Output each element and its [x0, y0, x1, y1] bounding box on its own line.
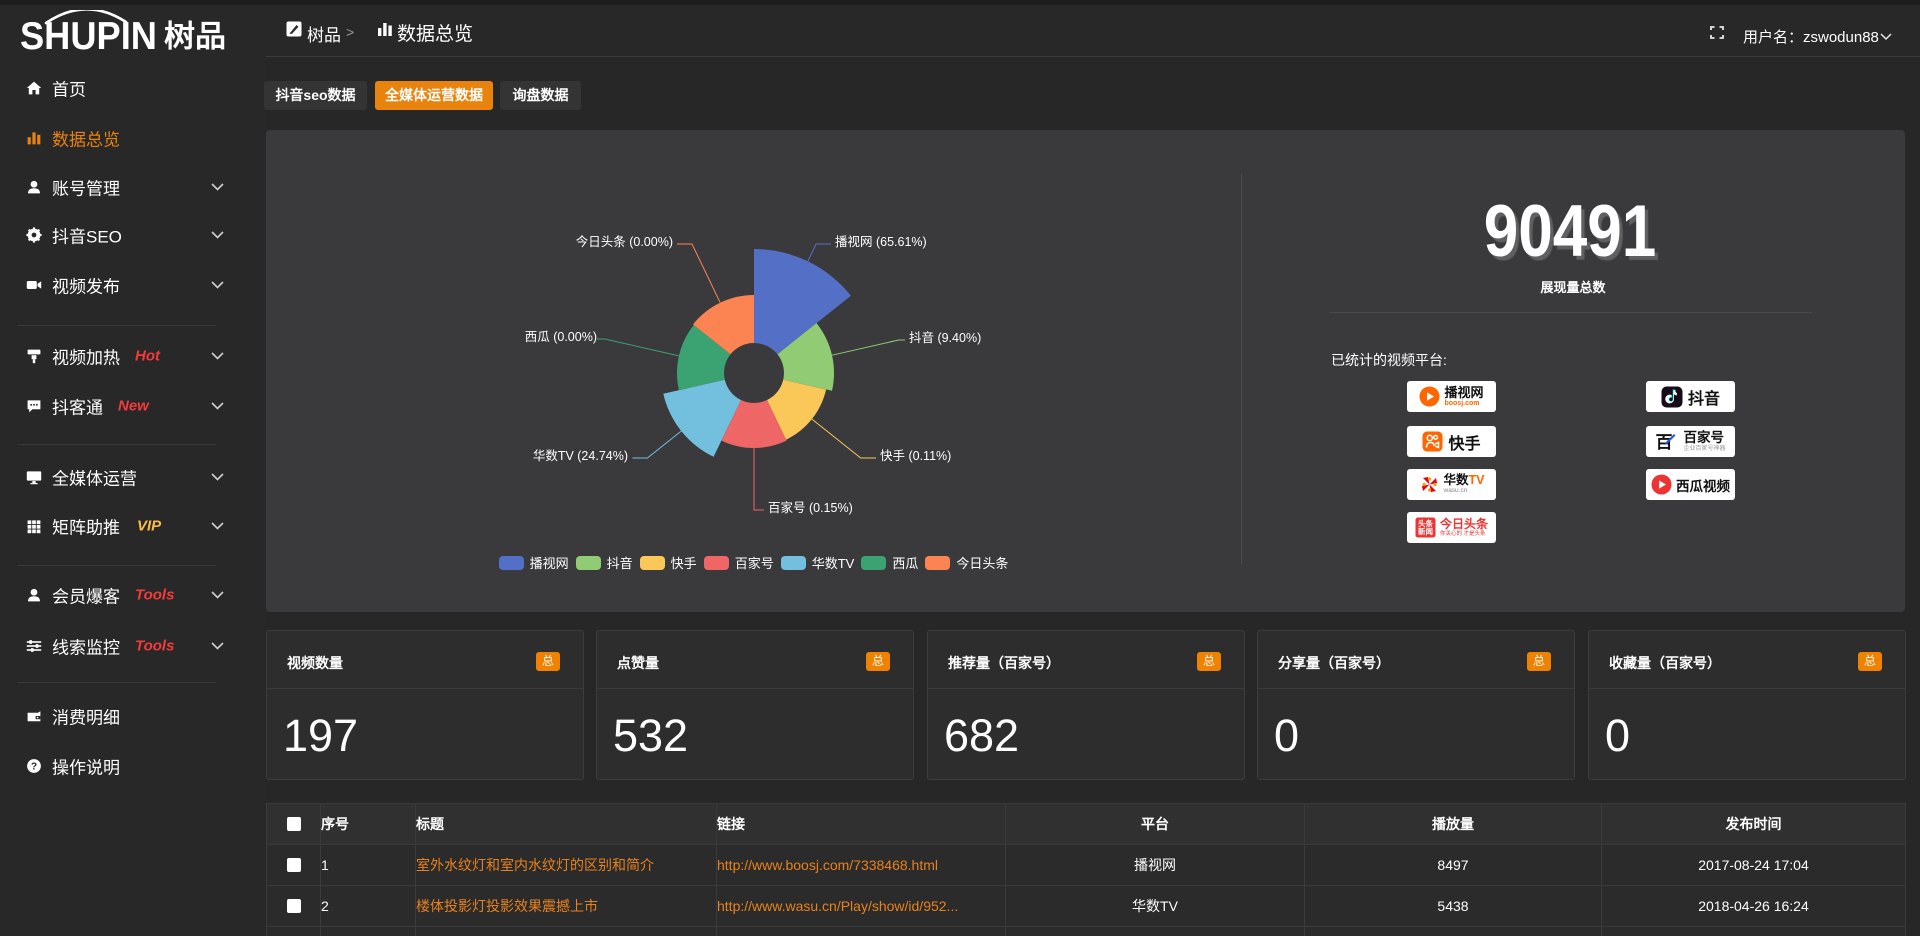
svg-text:SHUPIN: SHUPIN: [20, 15, 157, 58]
svg-text:播视网 (65.61%): 播视网 (65.61%): [835, 234, 927, 249]
svg-text:抖音 (9.40%): 抖音 (9.40%): [909, 330, 981, 345]
svg-text:头条: 头条: [1418, 518, 1434, 528]
svg-text:西瓜 (0.00%): 西瓜 (0.00%): [525, 330, 597, 344]
svg-text:今日头条 (0.00%): 今日头条 (0.00%): [576, 234, 673, 249]
svg-text:快手 (0.11%): 快手 (0.11%): [880, 449, 951, 463]
svg-text:百: 百: [1656, 433, 1673, 452]
svg-text:?: ?: [31, 762, 37, 773]
svg-text:华数TV (24.74%): 华数TV (24.74%): [533, 448, 628, 463]
svg-text:新闻: 新闻: [1418, 526, 1433, 536]
svg-text:树品: 树品: [164, 21, 226, 54]
svg-text:百家号 (0.15%): 百家号 (0.15%): [768, 500, 853, 515]
